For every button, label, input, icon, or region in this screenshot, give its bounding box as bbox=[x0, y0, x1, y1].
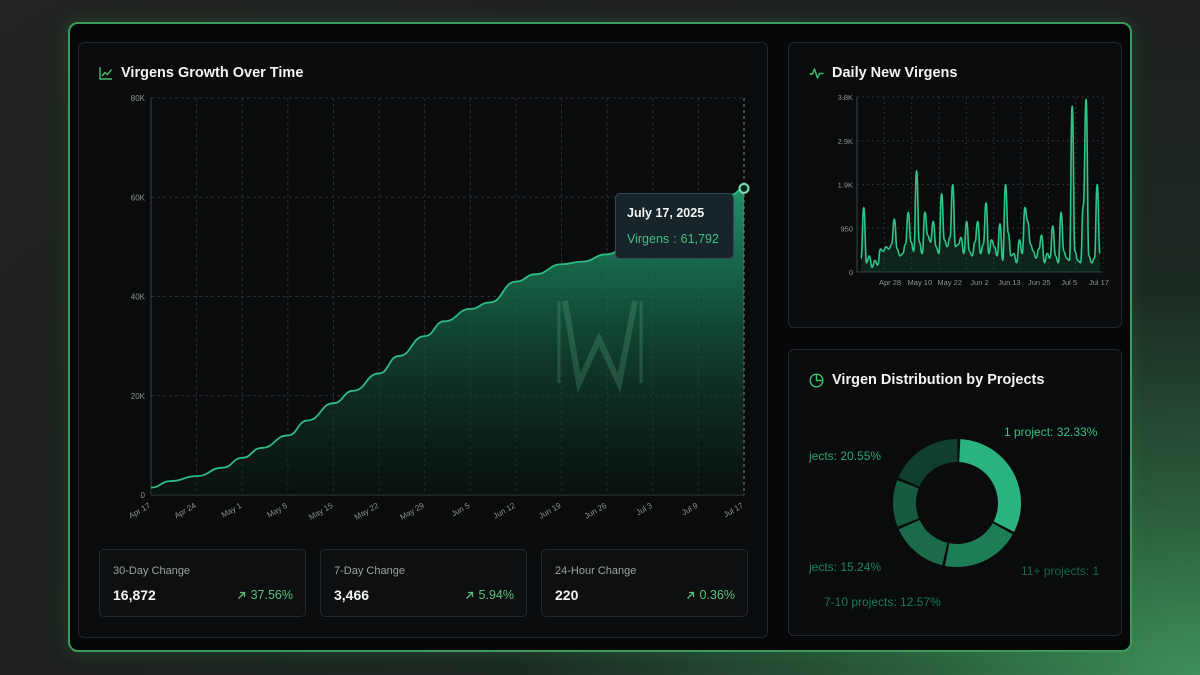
x-tick-label: Jun 5 bbox=[450, 501, 472, 519]
distribution-panel: Virgen Distribution by Projects 1 projec… bbox=[788, 349, 1122, 636]
activity-icon bbox=[809, 67, 824, 79]
stat-label: 24-Hour Change bbox=[555, 565, 637, 577]
tooltip-series-label: Virgens bbox=[627, 232, 670, 246]
y-tick-label: 20K bbox=[131, 392, 146, 401]
donut-label: jects: 20.55% bbox=[808, 449, 881, 463]
watermark-logo bbox=[557, 300, 643, 394]
growth-panel-title: Virgens Growth Over Time bbox=[99, 65, 303, 81]
y-tick-label: 60K bbox=[131, 193, 146, 202]
stat-change: 37.56% bbox=[237, 588, 293, 602]
y-tick-label: 40K bbox=[131, 293, 146, 302]
y-tick-label: 3.8K bbox=[838, 93, 853, 102]
donut-label: 7-10 projects: 12.57% bbox=[824, 595, 941, 609]
stat-change: 5.94% bbox=[465, 588, 514, 602]
stat-card-24-hour: 24-Hour Change 220 0.36% bbox=[541, 549, 748, 617]
tooltip-value: Virgens : 61,792 bbox=[627, 232, 719, 246]
x-tick-label: Jun 2 bbox=[970, 278, 988, 287]
y-tick-label: 1.9K bbox=[838, 181, 853, 190]
donut-slice bbox=[898, 519, 948, 566]
stat-value: 3,466 bbox=[334, 587, 370, 603]
stat-card-7-day: 7-Day Change 3,466 5.94% bbox=[320, 549, 527, 617]
donut-slice bbox=[945, 523, 1013, 567]
x-tick-label: Jul 9 bbox=[680, 501, 700, 518]
y-tick-label: 0 bbox=[849, 268, 853, 277]
donut-label: 1 project: 32.33% bbox=[1004, 425, 1098, 439]
x-tick-label: Apr 24 bbox=[173, 501, 198, 521]
x-tick-label: May 15 bbox=[307, 501, 335, 522]
x-tick-label: Jun 25 bbox=[1028, 278, 1051, 287]
x-tick-label: Apr 28 bbox=[879, 278, 901, 287]
distribution-chart[interactable]: 1 project: 32.33% jects: 20.55% jects: 15.… bbox=[789, 405, 1121, 635]
y-tick-label: 2.9K bbox=[838, 137, 853, 146]
donut-slice bbox=[898, 439, 958, 487]
x-tick-label: Jun 13 bbox=[998, 278, 1021, 287]
daily-title-text: Daily New Virgens bbox=[832, 65, 958, 81]
x-tick-label: May 29 bbox=[398, 501, 426, 522]
y-tick-label: 0 bbox=[141, 491, 146, 500]
daily-panel-title: Daily New Virgens bbox=[809, 65, 957, 81]
arrow-up-right-icon bbox=[465, 591, 473, 599]
arrow-up-right-icon bbox=[686, 591, 694, 599]
x-tick-label: May 1 bbox=[220, 501, 244, 520]
x-tick-label: Jul 17 bbox=[1089, 278, 1109, 287]
stat-change-value: 0.36% bbox=[699, 588, 735, 602]
line-chart-icon bbox=[99, 67, 113, 80]
chart-tooltip: July 17, 2025 Virgens : 61,792 bbox=[615, 193, 734, 259]
x-tick-label: Jun 19 bbox=[537, 501, 563, 521]
daily-panel: Daily New Virgens 0 950 1.9K 2.9K 3.8K Apr 28… bbox=[788, 42, 1122, 328]
stat-change-value: 37.56% bbox=[250, 588, 293, 602]
stat-value: 220 bbox=[555, 587, 579, 603]
stat-change-value: 5.94% bbox=[478, 588, 514, 602]
x-tick-label: May 8 bbox=[265, 501, 289, 520]
distribution-panel-title: Virgen Distribution by Projects bbox=[809, 372, 1044, 388]
stat-label: 30-Day Change bbox=[113, 565, 191, 577]
stat-change: 0.36% bbox=[686, 588, 735, 602]
donut-slice bbox=[959, 439, 1021, 532]
arrow-up-right-icon bbox=[237, 591, 245, 599]
x-tick-label: Jun 26 bbox=[583, 501, 609, 521]
x-tick-label: Jul 3 bbox=[635, 501, 655, 518]
donut-slice bbox=[893, 480, 919, 527]
growth-panel: Virgens Growth Over Time 0 20K 40K 60K 80K Ap… bbox=[78, 42, 768, 638]
stat-label: 7-Day Change bbox=[334, 565, 405, 577]
growth-title-text: Virgens Growth Over Time bbox=[121, 65, 304, 81]
distribution-title-text: Virgen Distribution by Projects bbox=[832, 372, 1045, 388]
pie-chart-icon bbox=[809, 372, 824, 388]
donut-label: 11+ projects: 1 bbox=[1021, 564, 1099, 578]
stat-value: 16,872 bbox=[113, 587, 156, 603]
x-tick-label: Apr 17 bbox=[127, 501, 152, 521]
daily-line bbox=[860, 98, 1101, 269]
tooltip-series-value: 61,792 bbox=[680, 232, 719, 246]
x-tick-label: Jul 17 bbox=[722, 501, 745, 520]
tooltip-date: July 17, 2025 bbox=[627, 206, 705, 220]
y-tick-label: 950 bbox=[840, 224, 853, 233]
x-tick-label: May 10 bbox=[908, 278, 933, 287]
growth-area bbox=[151, 188, 744, 495]
x-tick-label: Jul 5 bbox=[1061, 278, 1077, 287]
donut-label: jects: 15.24% bbox=[808, 560, 881, 574]
dashboard-frame: Virgens Growth Over Time 0 20K 40K 60K 80K Ap… bbox=[68, 22, 1132, 652]
stat-card-30-day: 30-Day Change 16,872 37.56% bbox=[99, 549, 306, 617]
tooltip-separator: : bbox=[673, 232, 677, 246]
daily-chart[interactable]: 0 950 1.9K 2.9K 3.8K Apr 28 May 10 May 22 Jun 2 J… bbox=[789, 83, 1123, 313]
x-tick-label: May 22 bbox=[353, 501, 381, 522]
y-tick-label: 80K bbox=[131, 94, 146, 103]
growth-chart[interactable]: 0 20K 40K 60K 80K Apr 17 Apr 24 May 1 May 8 May 1… bbox=[79, 83, 769, 563]
x-tick-label: May 22 bbox=[937, 278, 962, 287]
x-tick-label: Jun 12 bbox=[492, 501, 518, 521]
hover-point bbox=[738, 182, 750, 194]
